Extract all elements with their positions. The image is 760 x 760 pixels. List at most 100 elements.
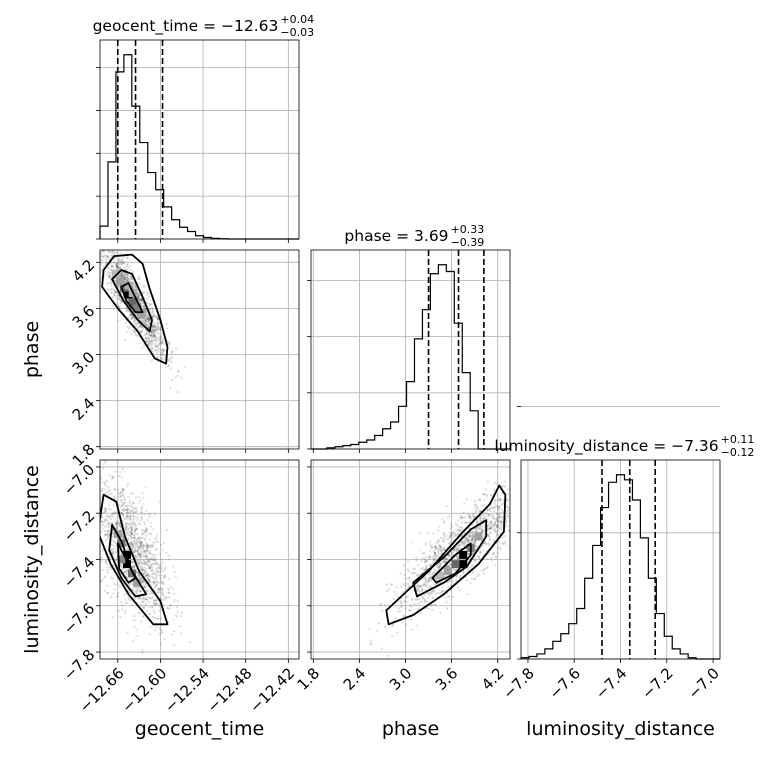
sample-point (96, 541, 98, 543)
sample-point (115, 297, 118, 300)
sample-point (90, 509, 92, 511)
sample-point (102, 481, 105, 484)
sample-point (122, 488, 125, 491)
sample-point (137, 295, 140, 298)
sample-point (444, 557, 447, 560)
sample-point (110, 265, 114, 268)
sample-point (139, 589, 142, 593)
sample-point (483, 493, 486, 496)
sample-point (144, 555, 147, 558)
sample-point (489, 521, 493, 525)
sample-point (439, 536, 442, 539)
sample-point (151, 308, 154, 311)
sample-point (129, 318, 132, 321)
sample-point (485, 493, 488, 496)
sample-point (123, 612, 126, 615)
sample-point (146, 591, 149, 594)
sample-point (129, 545, 132, 548)
sample-point (482, 549, 485, 552)
sample-point (113, 291, 116, 294)
sample-point (140, 325, 144, 328)
sample-point (449, 532, 452, 535)
sample-point (104, 263, 107, 266)
sample-point (434, 546, 437, 550)
sample-point (151, 558, 154, 561)
sample-point (499, 521, 502, 524)
sample-point (461, 526, 464, 530)
sample-point (154, 330, 157, 333)
sample-point (104, 460, 107, 463)
sample-point (145, 563, 148, 566)
sample-point (107, 534, 110, 537)
sample-point (100, 253, 103, 256)
sample-point (131, 560, 134, 563)
sample-point (448, 555, 451, 558)
sample-point (97, 246, 99, 248)
sample-point (447, 554, 450, 557)
sample-point (126, 308, 129, 311)
sample-point (119, 524, 122, 528)
sample-point (107, 255, 110, 258)
sample-point (122, 514, 125, 517)
sample-point (122, 488, 125, 491)
sample-point (153, 611, 156, 615)
sample-point (159, 327, 162, 330)
sample-point (466, 537, 469, 540)
sample-point (173, 600, 176, 603)
sample-point (87, 493, 89, 495)
sample-point (440, 590, 443, 593)
sample-point (500, 508, 504, 511)
sample-point (145, 313, 148, 316)
sample-point (119, 511, 122, 514)
sample-point (167, 364, 170, 367)
sample-point (110, 576, 113, 580)
sample-point (463, 502, 466, 505)
sample-point (405, 577, 408, 580)
sample-point (486, 565, 489, 569)
sample-point (106, 288, 109, 291)
sample-point (159, 340, 162, 343)
sample-point (432, 532, 435, 535)
sample-point (396, 631, 399, 634)
sample-point (464, 539, 467, 543)
sample-point (465, 540, 468, 543)
contour-line-1 (101, 253, 169, 365)
sample-point (106, 514, 109, 518)
sample-point (117, 257, 120, 260)
sample-point (142, 546, 145, 549)
sample-point (506, 499, 509, 502)
sample-point (146, 546, 149, 549)
sample-point (93, 488, 95, 490)
sample-point (96, 456, 98, 458)
sample-point (122, 570, 125, 573)
sample-point (142, 544, 145, 547)
sample-point (121, 512, 124, 515)
sample-point (105, 515, 108, 518)
sample-point (459, 543, 462, 546)
sample-point (130, 313, 133, 317)
sample-point (159, 587, 162, 590)
sample-point (158, 633, 161, 636)
sample-point (391, 624, 394, 627)
sample-point (146, 564, 150, 567)
sample-point (125, 273, 128, 276)
sample-point (134, 331, 137, 334)
sample-point (471, 537, 474, 540)
sample-point (101, 520, 104, 523)
sample-point (465, 498, 468, 501)
sample-point (436, 529, 439, 532)
sample-point (138, 294, 141, 297)
sample-point (415, 559, 418, 562)
sample-point (117, 495, 120, 498)
sample-point (457, 557, 460, 560)
sample-point (121, 513, 124, 516)
sample-point (103, 482, 106, 486)
sample-point (127, 524, 130, 527)
sample-point (518, 490, 520, 492)
sample-point (150, 557, 153, 560)
sample-point (146, 333, 149, 336)
sample-point (133, 330, 136, 333)
sample-point (424, 559, 427, 562)
sample-point (144, 308, 147, 311)
hist-panel-phase: phase = 3.69 +0.33−0.39 (307, 223, 511, 453)
